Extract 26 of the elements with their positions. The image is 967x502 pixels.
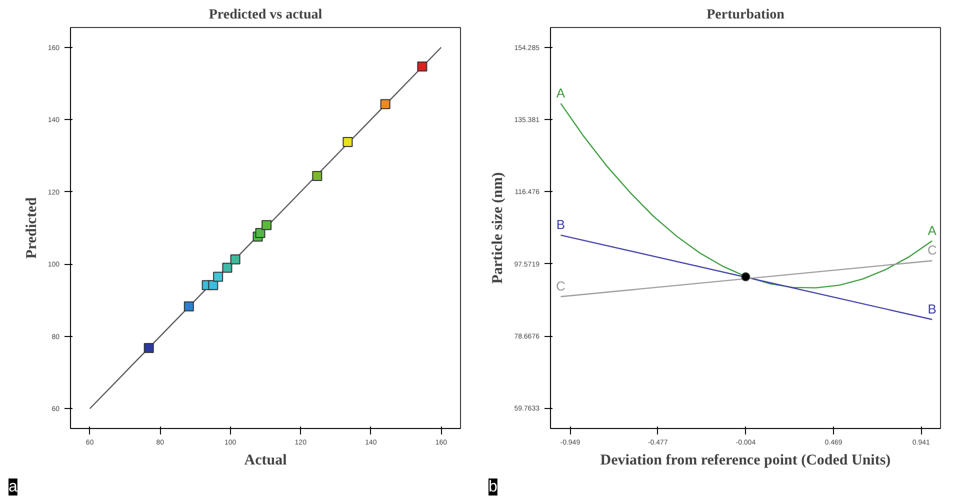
point bbox=[255, 228, 266, 238]
y-axis-title: Predicted bbox=[24, 196, 40, 259]
chart-title: Perturbation bbox=[706, 8, 785, 22]
point bbox=[380, 99, 390, 110]
x-axis-title: Actual bbox=[244, 452, 287, 468]
text: B bbox=[556, 217, 566, 232]
point bbox=[213, 272, 224, 282]
x-axis-title: Deviation from reference point (Coded Units) bbox=[600, 452, 891, 468]
point bbox=[262, 220, 272, 230]
series-label: B bbox=[928, 302, 936, 317]
text: C bbox=[927, 242, 937, 258]
point bbox=[342, 137, 353, 148]
point bbox=[208, 280, 218, 290]
point bbox=[222, 262, 232, 273]
text: a bbox=[8, 478, 18, 496]
point bbox=[184, 301, 194, 312]
chart-title: Predicted vs actual bbox=[208, 8, 322, 22]
text: A bbox=[556, 85, 566, 100]
series-label: A bbox=[928, 222, 937, 238]
text: b bbox=[488, 478, 498, 496]
point bbox=[312, 170, 322, 181]
point bbox=[144, 342, 154, 353]
point bbox=[417, 62, 428, 72]
y-axis-title: Particle size (nm) bbox=[490, 172, 506, 284]
point bbox=[230, 254, 240, 264]
series-label: C bbox=[556, 278, 566, 294]
